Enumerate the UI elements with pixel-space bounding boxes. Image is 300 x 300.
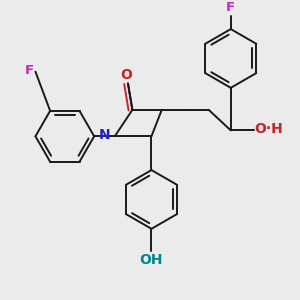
Text: F: F: [226, 1, 235, 14]
Text: F: F: [24, 64, 34, 77]
Text: O·H: O·H: [255, 122, 283, 136]
Text: OH: OH: [140, 253, 163, 267]
Text: N: N: [99, 128, 110, 142]
Text: O: O: [121, 68, 132, 82]
